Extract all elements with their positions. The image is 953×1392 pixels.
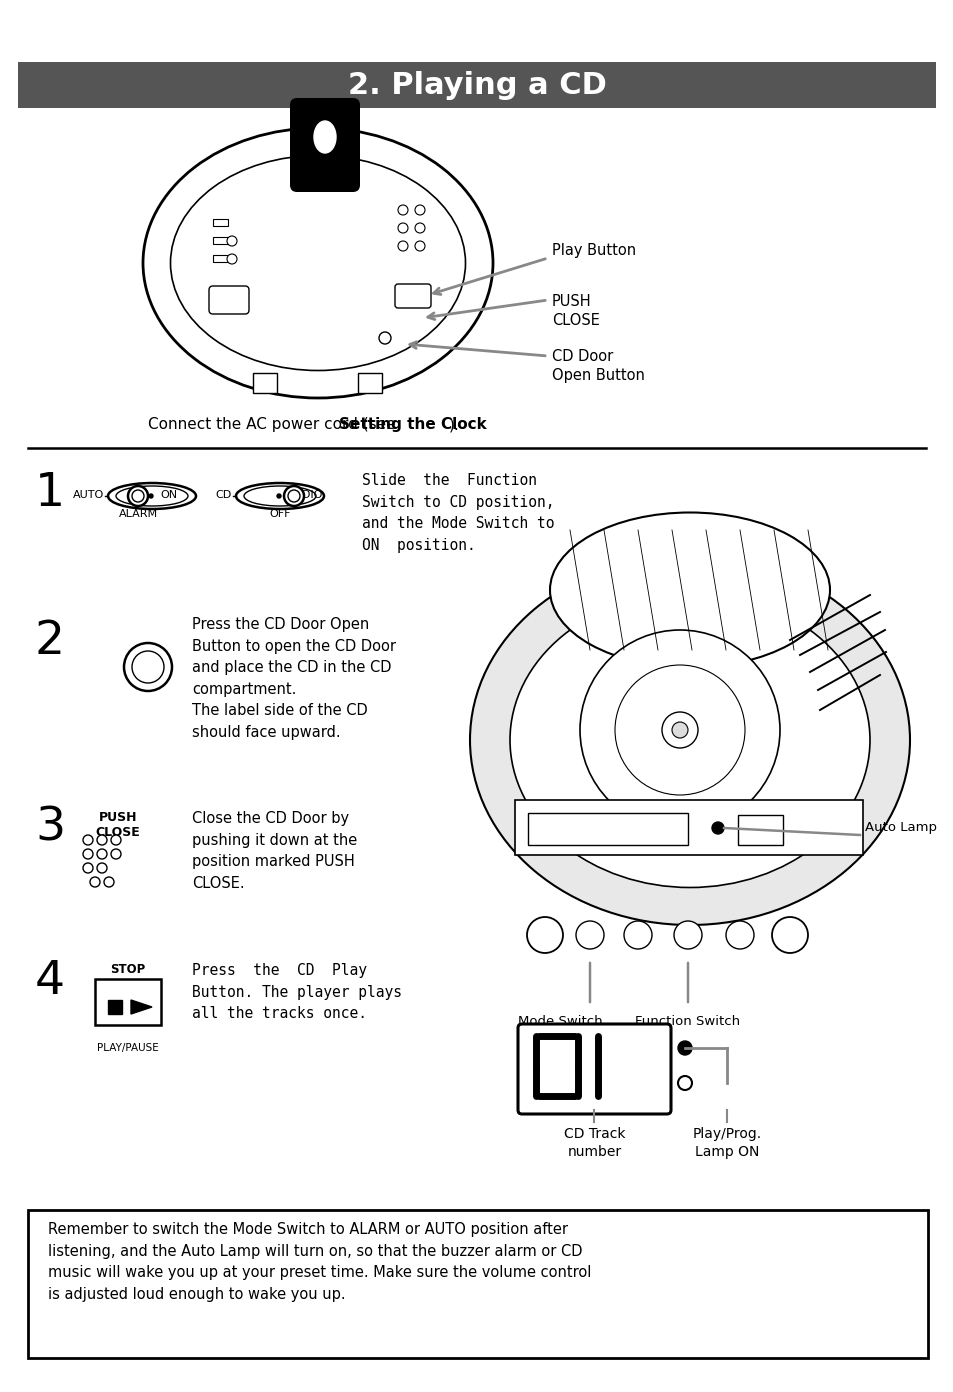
Circle shape: [227, 237, 236, 246]
Ellipse shape: [314, 121, 335, 153]
Circle shape: [83, 863, 92, 873]
Text: PLAY/PAUSE: PLAY/PAUSE: [97, 1043, 159, 1052]
Circle shape: [579, 631, 780, 830]
Bar: [357, 373, 381, 393]
Text: 2: 2: [35, 619, 65, 664]
Text: Slide  the  Function
Switch to CD position,
and the Mode Switch to
ON  position.: Slide the Function Switch to CD position…: [361, 473, 554, 553]
Circle shape: [397, 223, 408, 232]
Circle shape: [227, 253, 236, 264]
Circle shape: [111, 835, 121, 845]
FancyBboxPatch shape: [517, 1025, 670, 1114]
Bar: [213, 255, 228, 262]
Text: Play Button: Play Button: [552, 242, 636, 258]
Circle shape: [378, 333, 391, 344]
Text: CD: CD: [215, 490, 232, 500]
Circle shape: [132, 490, 144, 503]
Text: STOP: STOP: [111, 963, 146, 976]
Circle shape: [526, 917, 562, 954]
Ellipse shape: [470, 555, 909, 926]
Bar: [28, 1210, 927, 1359]
Text: ALARM: ALARM: [118, 509, 157, 519]
Circle shape: [276, 494, 281, 498]
Text: 2. Playing a CD: 2. Playing a CD: [347, 71, 606, 99]
Ellipse shape: [244, 486, 315, 507]
Circle shape: [711, 823, 723, 834]
Circle shape: [83, 835, 92, 845]
Circle shape: [124, 643, 172, 690]
Circle shape: [149, 494, 152, 498]
Circle shape: [623, 922, 651, 949]
Circle shape: [397, 205, 408, 214]
Ellipse shape: [550, 512, 829, 668]
Ellipse shape: [171, 156, 465, 370]
Text: 4: 4: [35, 959, 65, 1005]
Circle shape: [678, 1041, 691, 1055]
Text: 3: 3: [35, 806, 65, 851]
Circle shape: [90, 877, 100, 887]
Text: RADIO: RADIO: [288, 490, 323, 500]
Text: ).: ).: [449, 418, 459, 433]
Circle shape: [678, 1076, 691, 1090]
Bar: [108, 999, 122, 1013]
Circle shape: [97, 863, 107, 873]
Circle shape: [415, 241, 424, 251]
Circle shape: [284, 486, 304, 507]
Text: Remember to switch the Mode Switch to ALARM or AUTO position after
listening, an: Remember to switch the Mode Switch to AL…: [48, 1222, 591, 1302]
Circle shape: [671, 722, 687, 738]
FancyBboxPatch shape: [209, 285, 249, 315]
Circle shape: [415, 223, 424, 232]
Ellipse shape: [116, 486, 188, 507]
Circle shape: [132, 651, 164, 683]
FancyBboxPatch shape: [290, 97, 359, 192]
Text: Play/Prog.
Lamp ON: Play/Prog. Lamp ON: [692, 1128, 760, 1160]
Bar: [213, 219, 228, 226]
Circle shape: [771, 917, 807, 954]
Circle shape: [673, 922, 701, 949]
Circle shape: [104, 877, 113, 887]
Circle shape: [83, 849, 92, 859]
Text: Press the CD Door Open
Button to open the CD Door
and place the CD in the CD
com: Press the CD Door Open Button to open th…: [192, 617, 395, 741]
Bar: [253, 373, 276, 393]
Bar: [515, 800, 862, 855]
Text: ON: ON: [160, 490, 177, 500]
Circle shape: [725, 922, 753, 949]
Circle shape: [397, 241, 408, 251]
Text: 1: 1: [35, 470, 65, 515]
Text: Connect the AC power cord (see: Connect the AC power cord (see: [148, 418, 400, 433]
Circle shape: [128, 486, 148, 507]
Text: Mode Switch: Mode Switch: [517, 1015, 601, 1029]
Text: Close the CD Door by
pushing it down at the
position marked PUSH
CLOSE.: Close the CD Door by pushing it down at …: [192, 812, 356, 891]
Bar: [213, 237, 228, 244]
FancyBboxPatch shape: [395, 284, 431, 308]
Bar: [738, 814, 782, 845]
Circle shape: [615, 665, 744, 795]
Circle shape: [415, 205, 424, 214]
Text: Function Switch: Function Switch: [635, 1015, 740, 1029]
Bar: [527, 813, 687, 845]
Text: PUSH
CLOSE: PUSH CLOSE: [552, 294, 599, 327]
Bar: [18, 63, 935, 109]
Ellipse shape: [235, 483, 324, 509]
Text: Setting the Clock: Setting the Clock: [338, 418, 486, 433]
Polygon shape: [131, 999, 152, 1013]
Text: OFF: OFF: [269, 509, 291, 519]
Text: CD Track
number: CD Track number: [563, 1128, 624, 1160]
Bar: [95, 979, 161, 1025]
Circle shape: [97, 849, 107, 859]
Text: Press  the  CD  Play
Button. The player plays
all the tracks once.: Press the CD Play Button. The player pla…: [192, 963, 401, 1022]
Text: Auto Lamp: Auto Lamp: [864, 821, 936, 834]
Text: PUSH
CLOSE: PUSH CLOSE: [95, 812, 140, 839]
Ellipse shape: [108, 483, 195, 509]
Circle shape: [111, 849, 121, 859]
Ellipse shape: [143, 128, 493, 398]
Circle shape: [576, 922, 603, 949]
Circle shape: [97, 835, 107, 845]
Text: AUTO: AUTO: [72, 490, 104, 500]
Circle shape: [661, 711, 698, 748]
Ellipse shape: [510, 593, 869, 888]
Circle shape: [288, 490, 299, 503]
Text: CD Door
Open Button: CD Door Open Button: [552, 349, 644, 383]
